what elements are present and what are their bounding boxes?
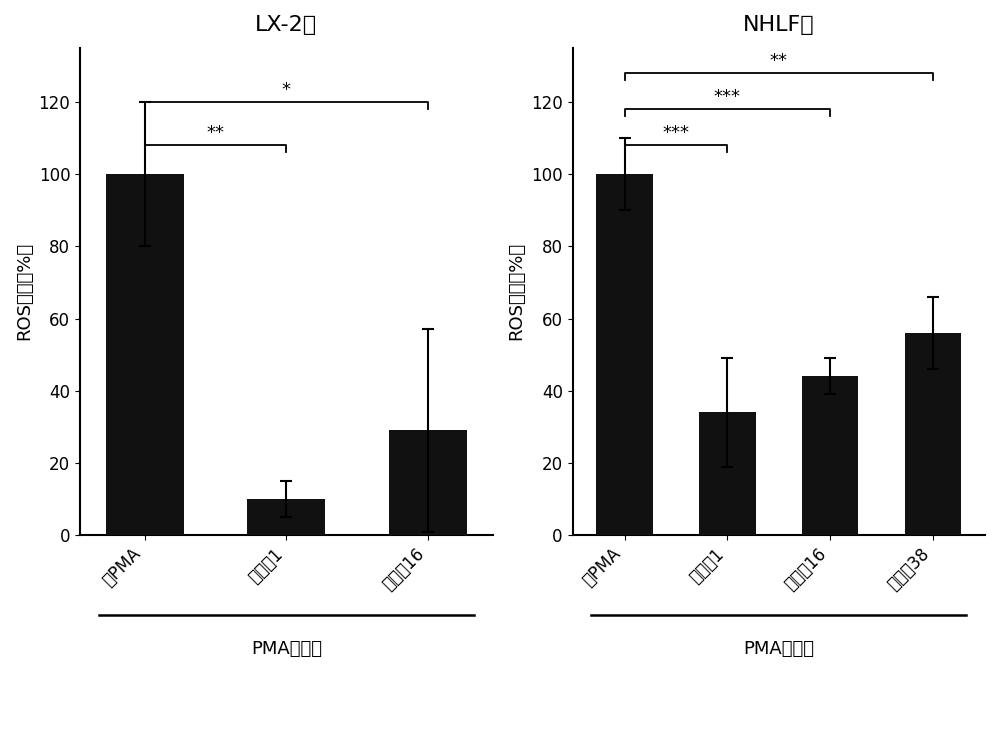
Title: LX-2中: LX-2中 (255, 15, 317, 35)
Bar (802, 376, 858, 535)
Text: PMA处理的: PMA处理的 (251, 640, 322, 658)
Title: NHLF中: NHLF中 (743, 15, 815, 35)
Text: ***: *** (714, 88, 741, 106)
Bar (596, 174, 653, 535)
Bar (905, 333, 961, 535)
Bar (699, 413, 756, 535)
Text: *: * (282, 81, 291, 99)
Bar (389, 431, 467, 535)
Y-axis label: ROS生成（%）: ROS生成（%） (508, 242, 526, 340)
Text: ***: *** (663, 124, 690, 142)
Y-axis label: ROS生成（%）: ROS生成（%） (15, 242, 33, 340)
Text: PMA处理的: PMA处理的 (743, 640, 814, 658)
Text: **: ** (770, 52, 788, 70)
Bar (106, 174, 184, 535)
Bar (247, 499, 325, 535)
Text: **: ** (207, 124, 225, 142)
